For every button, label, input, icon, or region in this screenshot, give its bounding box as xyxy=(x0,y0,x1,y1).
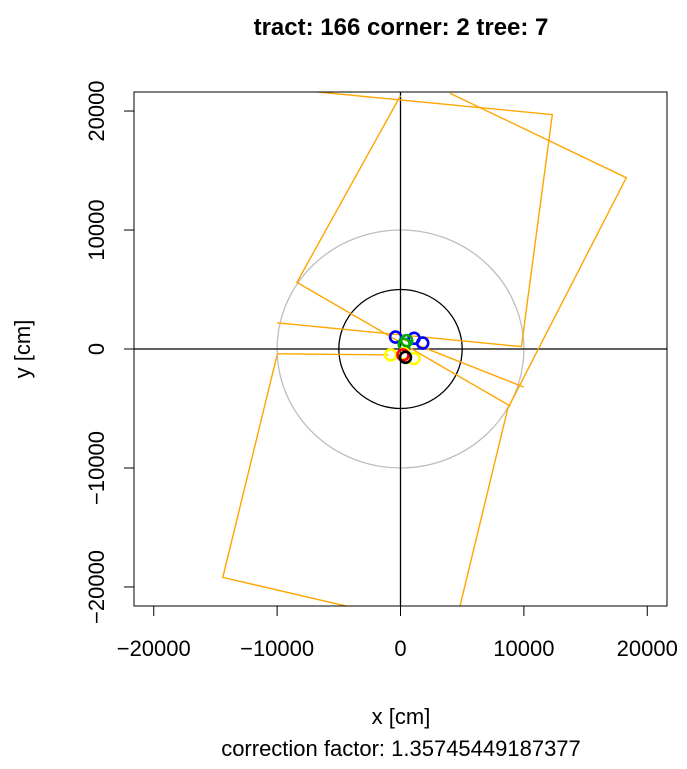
tree-point-5 xyxy=(383,348,398,362)
correction-factor-label: correction factor: 1.35745449187377 xyxy=(221,736,581,761)
y-axis: −20000 −10000 0 10000 20000 xyxy=(84,80,134,624)
y-tick-label-2: 0 xyxy=(84,343,109,355)
x-tick-label-0: −20000 xyxy=(117,636,191,661)
x-tick-label-3: 10000 xyxy=(493,636,554,661)
boundary-line-3 xyxy=(295,95,511,407)
x-tick-label-1: −10000 xyxy=(240,636,314,661)
y-tick-label-1: −10000 xyxy=(84,431,109,505)
y-tick-label-0: −20000 xyxy=(84,550,109,624)
x-tick-label-4: 20000 xyxy=(617,636,678,661)
tree-point-9 xyxy=(398,350,413,365)
x-axis-label: x [cm] xyxy=(372,704,431,729)
boundary-line-2 xyxy=(449,92,628,606)
tree-point-2 xyxy=(415,336,430,350)
x-tick-label-2: 0 xyxy=(394,636,406,661)
chart-title: tract: 166 corner: 2 tree: 7 xyxy=(254,14,549,41)
tree-point-8 xyxy=(396,348,410,362)
y-tick-label-4: 20000 xyxy=(84,80,109,141)
y-tick-label-3: 10000 xyxy=(84,199,109,260)
x-axis: −20000 −10000 0 10000 20000 xyxy=(117,605,678,661)
boundary-line-4 xyxy=(277,353,389,356)
boundary-line-0 xyxy=(277,92,554,348)
boundary-line-1 xyxy=(221,354,350,606)
y-axis-label: y [cm] xyxy=(10,320,35,379)
points-layer xyxy=(383,330,430,366)
boundary-line-5 xyxy=(400,337,525,388)
